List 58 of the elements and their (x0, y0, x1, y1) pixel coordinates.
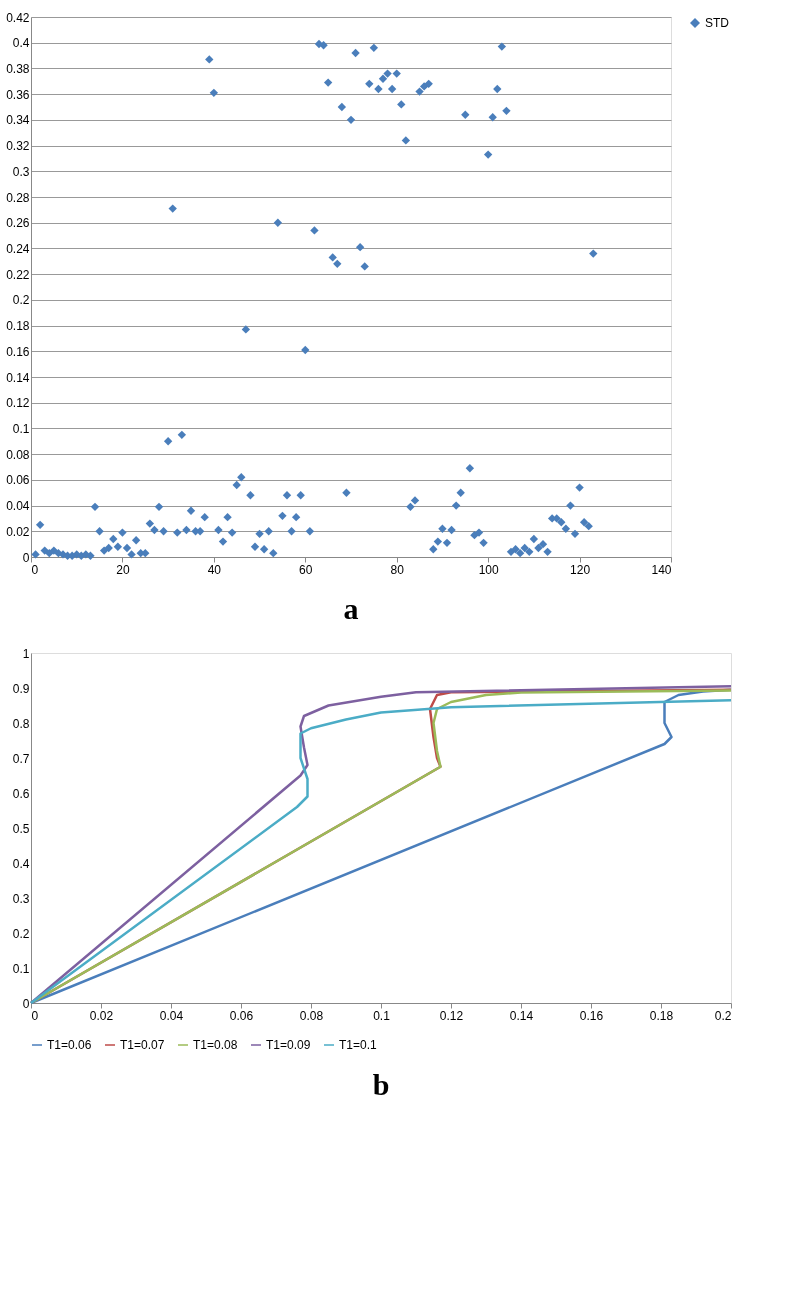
y-tick-label: 0.24 (6, 241, 30, 256)
x-tick-label: 0.16 (579, 1008, 604, 1023)
legend-label: T1=0.09 (266, 1038, 311, 1052)
x-tick-label: 0.12 (439, 1008, 464, 1023)
x-tick-label: 60 (299, 562, 313, 577)
x-tick-label: 0.02 (89, 1008, 114, 1023)
x-tick-label: 140 (651, 562, 672, 577)
y-tick-label: 0.8 (12, 716, 30, 731)
y-tick-label: 0.3 (12, 891, 30, 906)
y-tick-label: 0 (22, 996, 30, 1011)
x-tick-label: 20 (116, 562, 130, 577)
y-tick-label: 0.04 (6, 499, 30, 514)
x-tick-label: 0.18 (649, 1008, 674, 1023)
y-tick-label: 0.08 (6, 447, 30, 462)
y-tick-label: 0.16 (6, 344, 30, 359)
y-tick-label: 0.3 (12, 164, 30, 179)
y-tick-label: 0.28 (6, 190, 30, 205)
legend-label: T1=0.07 (120, 1038, 165, 1052)
y-tick-label: 0.14 (6, 370, 30, 385)
x-tick-label: 0.14 (509, 1008, 534, 1023)
y-tick-label: 0.12 (6, 396, 30, 411)
x-tick-label: 80 (390, 562, 405, 577)
y-tick-label: 0.36 (6, 87, 30, 102)
y-tick-label: 0.5 (12, 821, 30, 836)
y-tick-label: 0.06 (6, 473, 30, 488)
y-tick-label: 0.1 (12, 961, 30, 976)
y-tick-label: 0.6 (12, 786, 30, 801)
x-tick-label: 0.1 (373, 1008, 391, 1023)
legend-label: T1=0.1 (339, 1038, 378, 1052)
y-tick-label: 0.2 (12, 926, 30, 941)
x-tick-label: 0.06 (229, 1008, 254, 1023)
y-tick-label: 0.2 (12, 293, 30, 308)
y-tick-label: 0.42 (6, 10, 30, 25)
y-tick-label: 0.4 (12, 36, 30, 51)
x-tick-label: 100 (478, 562, 499, 577)
text: b (372, 1068, 390, 1101)
y-tick-label: 0.22 (6, 267, 30, 282)
y-tick-label: 0.02 (6, 524, 30, 539)
x-tick-label: 0.04 (159, 1008, 184, 1023)
y-tick-label: 0.26 (6, 216, 30, 231)
y-tick-label: 0.7 (12, 751, 30, 766)
y-tick-label: 1 (22, 646, 30, 661)
y-tick-label: 0.32 (6, 139, 30, 154)
y-tick-label: 0.1 (12, 421, 30, 436)
y-tick-label: 0.18 (6, 319, 30, 334)
legend-label: T1=0.06 (47, 1038, 92, 1052)
y-tick-label: 0.38 (6, 61, 30, 76)
x-tick-label: 0.2 (714, 1008, 732, 1023)
y-tick-label: 0.9 (12, 681, 30, 696)
y-tick-label: 0.4 (12, 856, 30, 871)
x-tick-label: 120 (570, 562, 591, 577)
legend-label: T1=0.08 (193, 1038, 238, 1052)
y-tick-label: 0 (22, 550, 30, 565)
y-tick-label: 0.34 (6, 113, 30, 128)
x-tick-label: 0.08 (299, 1008, 324, 1023)
text: a (343, 592, 359, 625)
x-tick-label: 40 (207, 562, 222, 577)
legend-label: STD (705, 16, 730, 30)
